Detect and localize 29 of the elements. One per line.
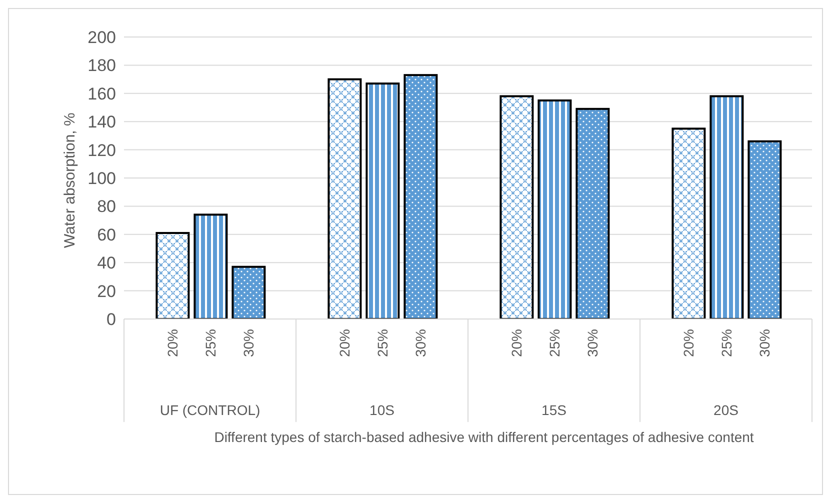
- y-tick-label: 200: [88, 28, 116, 48]
- x-axis-title: Different types of starch-based adhesive with different percentages of adhesive content: [213, 428, 755, 447]
- text: 20%: [336, 329, 353, 358]
- text: 20%: [164, 329, 181, 358]
- y-tick-label: 140: [88, 112, 116, 132]
- text: 30%: [412, 329, 429, 358]
- text: 25%: [546, 329, 563, 358]
- y-tick-label: 40: [97, 254, 116, 273]
- y-tick-label: 160: [88, 84, 116, 104]
- y-tick-label: 60: [97, 225, 116, 244]
- text: 20%: [680, 329, 697, 358]
- y-axis-title: Water absorption, %: [61, 112, 78, 248]
- text: 20%: [508, 329, 525, 358]
- x-tick-label: 20S: [714, 402, 738, 418]
- text: 30%: [756, 329, 773, 358]
- x-tick-label: 10S: [370, 402, 394, 418]
- y-tick-label: 80: [97, 197, 116, 216]
- text: 25%: [718, 329, 735, 358]
- y-tick-label: 100: [88, 169, 116, 188]
- text: 25%: [374, 329, 391, 358]
- y-tick-label: 120: [88, 140, 116, 160]
- text: 30%: [584, 329, 601, 358]
- y-tick-label: 20: [97, 282, 116, 301]
- y-tick-label: 180: [88, 56, 116, 76]
- x-tick-label: 15S: [542, 402, 566, 418]
- text: 25%: [202, 329, 219, 358]
- x-tick-label: UF (CONTROL): [160, 402, 260, 418]
- text: 30%: [240, 329, 257, 358]
- y-tick-label: 0: [106, 310, 116, 330]
